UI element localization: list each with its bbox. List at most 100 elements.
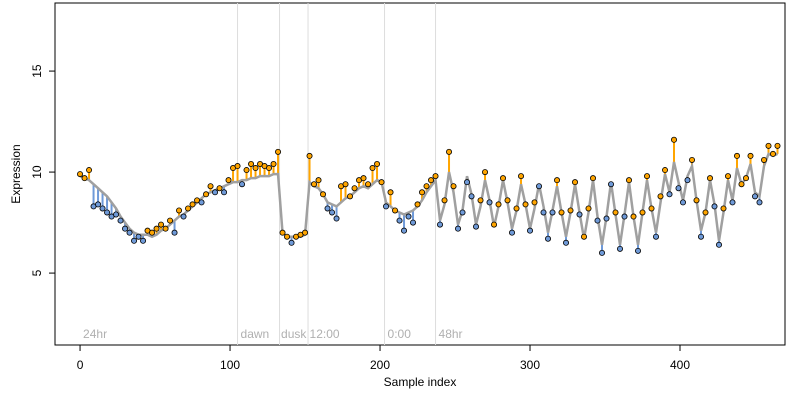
point <box>648 205 655 212</box>
point <box>554 177 561 184</box>
point <box>756 199 763 206</box>
x-tick-label: 100 <box>220 358 240 372</box>
x-tick-label: 0 <box>77 358 84 372</box>
point <box>450 183 457 190</box>
point <box>333 215 340 222</box>
point <box>482 169 489 176</box>
point <box>329 209 336 216</box>
point <box>716 241 723 248</box>
point <box>603 215 610 222</box>
point <box>99 205 106 212</box>
point <box>302 229 309 236</box>
point <box>644 173 651 180</box>
point <box>630 213 637 220</box>
point <box>572 179 579 186</box>
point <box>171 229 178 236</box>
x-tick-label: 400 <box>670 358 690 372</box>
point <box>369 165 376 172</box>
point <box>468 193 475 200</box>
point <box>270 161 277 168</box>
point <box>243 167 250 174</box>
point <box>266 165 273 172</box>
point <box>365 181 372 188</box>
point <box>590 175 597 182</box>
point <box>720 205 727 212</box>
point <box>311 181 318 188</box>
point <box>635 247 642 254</box>
annotation: dawn <box>241 327 270 341</box>
annotation: 0:00 <box>388 327 412 341</box>
point <box>248 161 255 168</box>
point <box>104 209 111 216</box>
point <box>410 219 417 226</box>
point <box>284 233 291 240</box>
point <box>198 199 205 206</box>
x-tick-label: 300 <box>520 358 540 372</box>
point <box>693 197 700 204</box>
point <box>522 201 529 208</box>
point <box>117 217 124 224</box>
point <box>567 207 574 214</box>
point <box>459 209 466 216</box>
point <box>342 181 349 188</box>
point <box>671 136 678 143</box>
point <box>473 223 480 230</box>
point <box>374 161 381 168</box>
point <box>126 229 133 236</box>
point <box>513 205 520 212</box>
point <box>761 156 768 163</box>
point <box>239 181 246 188</box>
point <box>225 177 232 184</box>
annotation: 48hr <box>439 327 463 341</box>
point <box>545 235 552 242</box>
point <box>122 225 129 232</box>
point <box>131 237 138 244</box>
point <box>432 173 439 180</box>
point <box>639 209 646 216</box>
point <box>135 233 142 240</box>
y-tick-label: 10 <box>30 165 44 179</box>
point <box>414 201 421 208</box>
point <box>495 201 502 208</box>
point <box>509 229 516 236</box>
point <box>518 173 525 180</box>
point <box>698 233 705 240</box>
point <box>221 189 228 196</box>
point <box>252 165 259 172</box>
x-tick-label: 200 <box>370 358 390 372</box>
point <box>549 209 556 216</box>
point <box>576 211 583 218</box>
point <box>189 201 196 208</box>
point <box>504 197 511 204</box>
point <box>689 156 696 163</box>
point <box>306 152 313 159</box>
point <box>455 225 462 232</box>
fitted-curve <box>79 152 779 245</box>
point <box>536 183 543 190</box>
point <box>770 150 777 157</box>
point <box>626 177 633 184</box>
point <box>486 199 493 206</box>
point <box>491 221 498 228</box>
point <box>738 181 745 188</box>
point <box>446 148 453 155</box>
point <box>599 249 606 256</box>
point <box>702 209 709 216</box>
y-axis-label: Expression <box>9 144 23 203</box>
point <box>360 175 367 182</box>
point <box>387 189 394 196</box>
point <box>657 193 664 200</box>
point <box>585 205 592 212</box>
point <box>81 175 88 182</box>
point <box>563 239 570 246</box>
point <box>608 181 615 188</box>
point <box>500 175 507 182</box>
point <box>680 199 687 206</box>
point <box>621 213 628 220</box>
point <box>77 171 84 178</box>
point <box>527 227 534 234</box>
point <box>752 193 759 200</box>
point <box>315 177 322 184</box>
point <box>207 183 214 190</box>
point <box>765 142 772 149</box>
